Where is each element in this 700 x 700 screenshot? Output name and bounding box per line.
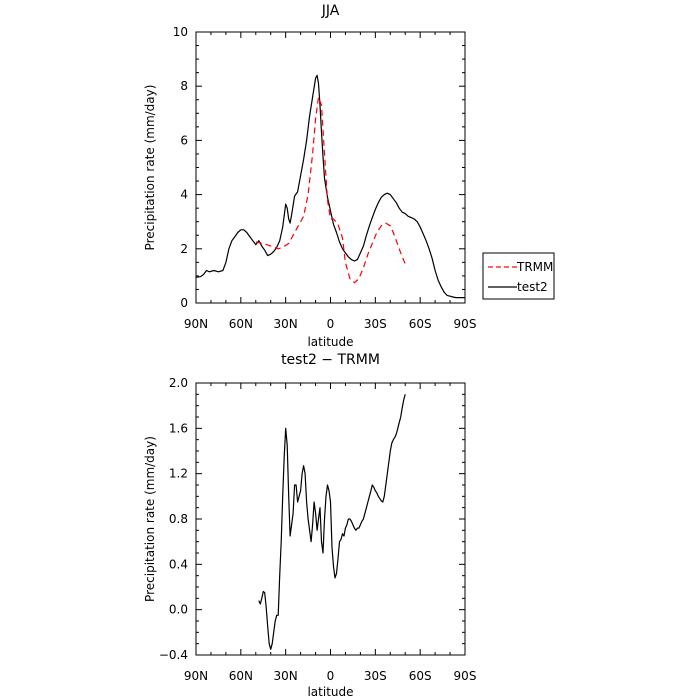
bottom-y-axis-label: Precipitation rate (mm/day) xyxy=(143,436,157,602)
y-tick-label: 0.4 xyxy=(169,557,188,571)
top-x-axis-label: latitude xyxy=(307,335,353,349)
top-series-layer xyxy=(195,74,465,299)
x-tick-label: 30N xyxy=(274,669,298,683)
legend-box xyxy=(482,252,555,300)
series-line-test2 xyxy=(195,74,465,299)
y-tick-label: −0.4 xyxy=(159,648,188,662)
bottom-ticks: 90N 60N 30N 0 30S 60S 90S −0.4 0.0 0.4 0.8 1.2 1.6 2.… xyxy=(159,376,477,683)
x-tick-label: 30S xyxy=(364,669,387,683)
x-tick-label: 90S xyxy=(454,669,477,683)
x-tick-label: 90N xyxy=(184,317,208,331)
bottom-x-axis-label: latitude xyxy=(307,685,353,699)
y-tick-label: 2.0 xyxy=(169,376,188,390)
x-tick-label: 60N xyxy=(229,317,253,331)
top-plot-frame xyxy=(195,31,466,304)
y-tick-label: 0 xyxy=(180,296,188,310)
bottom-chart-title: test2 − TRMM xyxy=(281,352,380,368)
y-tick-label: 8 xyxy=(180,79,188,93)
x-tick-label: 0 xyxy=(327,669,335,683)
x-tick-label: 90N xyxy=(184,669,208,683)
x-tick-label: 60S xyxy=(409,669,432,683)
x-tick-label: 60S xyxy=(409,317,432,331)
y-tick-label: 1.6 xyxy=(169,421,188,435)
y-tick-label: 10 xyxy=(173,25,188,39)
legend-label-test2: test2 xyxy=(517,280,548,294)
y-tick-label: 2 xyxy=(180,242,188,256)
x-tick-label: 30N xyxy=(274,317,298,331)
x-tick-label: 30S xyxy=(364,317,387,331)
top-legend: TRMM test2 xyxy=(482,252,555,300)
y-tick-label: 0.0 xyxy=(169,603,188,617)
y-tick-label: 6 xyxy=(180,133,188,147)
series-line-trmm xyxy=(255,96,406,284)
x-tick-label: 60N xyxy=(229,669,253,683)
top-y-axis-label: Precipitation rate (mm/day) xyxy=(143,85,157,251)
x-tick-label: 0 xyxy=(327,317,335,331)
x-tick-label: 90S xyxy=(454,317,477,331)
series-line-difference xyxy=(258,394,406,650)
top-ticks: 90N 60N 30N 0 30S 60S 90S 0 2 4 6 8 10 xyxy=(173,25,477,331)
y-tick-label: 4 xyxy=(180,188,188,202)
legend-label-trmm: TRMM xyxy=(516,260,553,274)
y-tick-label: 1.2 xyxy=(169,467,188,481)
bottom-series-layer xyxy=(258,394,406,650)
y-tick-label: 0.8 xyxy=(169,512,188,526)
bottom-panel: 90N 60N 30N 0 30S 60S 90S −0.4 0.0 0.4 0.8 1.2 1.6 2.… xyxy=(143,352,476,699)
top-chart-title: JJA xyxy=(321,3,340,19)
